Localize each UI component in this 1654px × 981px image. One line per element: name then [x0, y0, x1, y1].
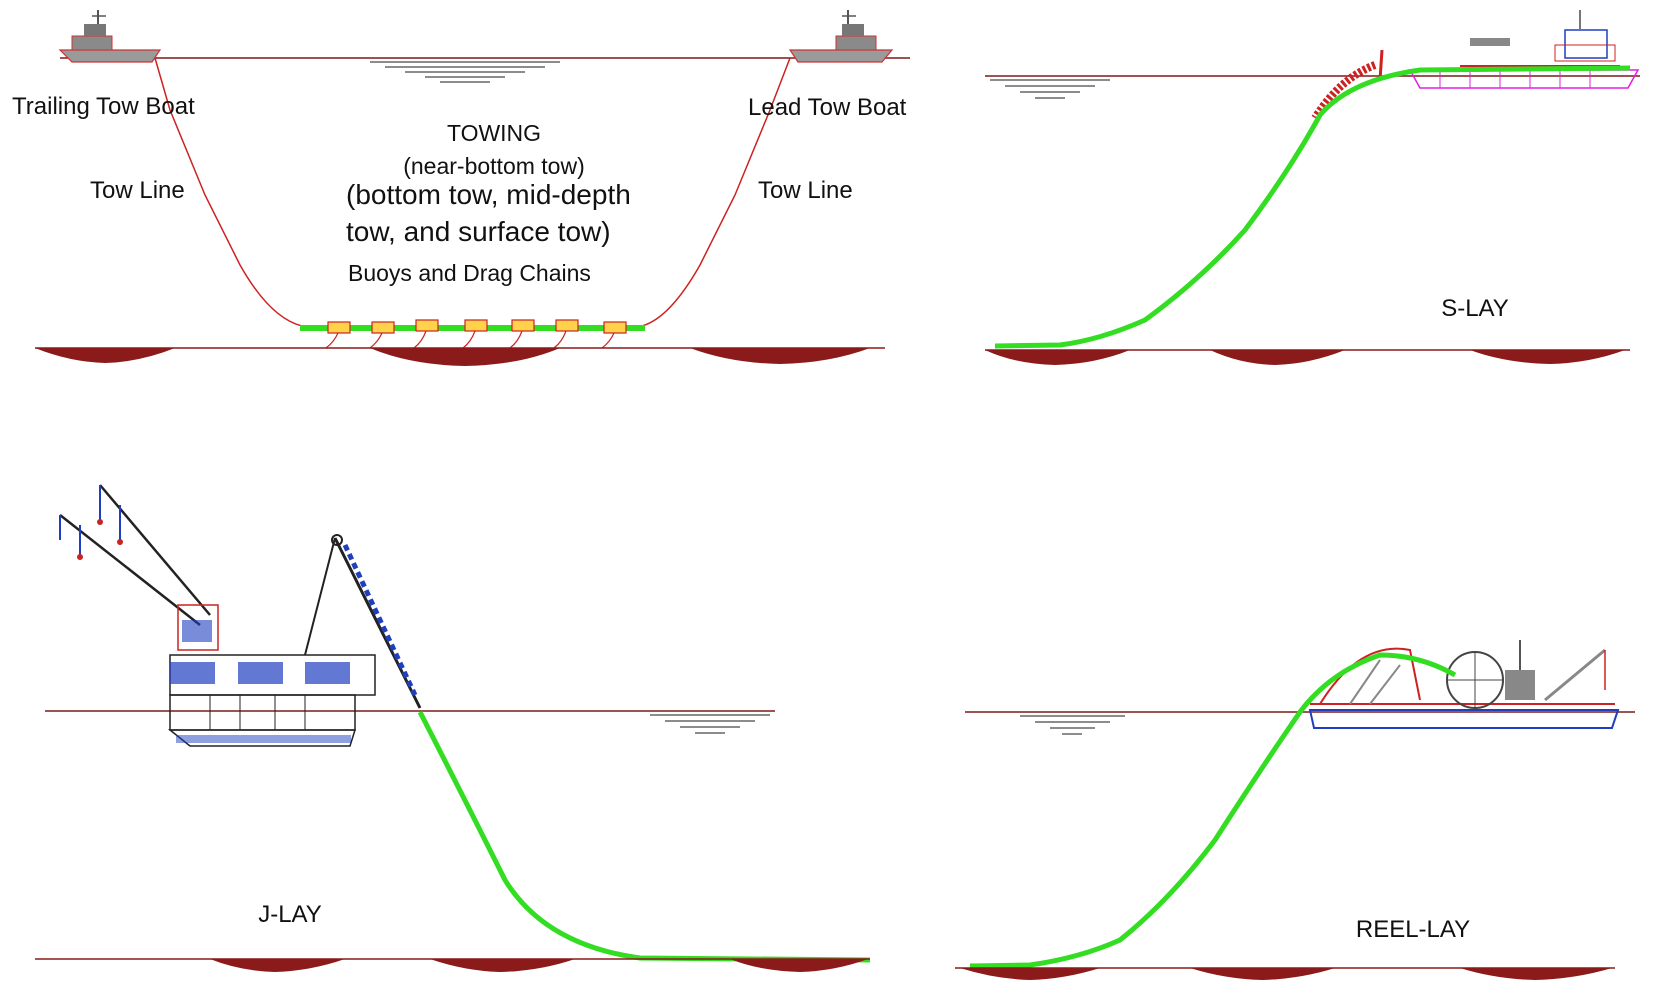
towing-variants-line1: (bottom tow, mid-depth [346, 179, 631, 210]
reellay-vessel [1308, 640, 1620, 729]
towing-panel: Trailing Tow Boat Lead Tow Boat Tow Line… [12, 10, 910, 366]
drag-chains [325, 330, 615, 349]
buoy [511, 319, 535, 332]
buoy [327, 321, 351, 334]
buoy [371, 321, 395, 334]
jlay-vessel [59, 484, 422, 747]
lead-tow-boat [788, 10, 894, 63]
buoy [464, 319, 488, 332]
buoys-label: Buoys and Drag Chains [348, 260, 591, 286]
slay-label: S-LAY [1441, 295, 1509, 322]
jlay-label: J-LAY [258, 901, 322, 928]
slay-seabed-hatch [985, 350, 1625, 365]
towing-subtitle: (near-bottom tow) [403, 153, 585, 179]
slay-vessel [1311, 10, 1640, 121]
reellay-pipeline [969, 652, 1457, 969]
towing-variants-line2: tow, and surface tow) [346, 216, 611, 247]
reellay-label: REEL-LAY [1356, 916, 1470, 943]
trailing-tow-boat-label: Trailing Tow Boat [12, 93, 195, 120]
reellay-seabed-hatch [960, 968, 1612, 980]
trailing-tow-boat [58, 10, 162, 63]
slay-panel: S-LAY [985, 10, 1640, 365]
buoy [555, 319, 579, 332]
tow-line-right-label: Tow Line [758, 177, 853, 204]
towing-seabed-hatch [35, 348, 870, 366]
jlay-seabed-hatch [210, 959, 868, 972]
jlay-wave-mark [650, 714, 770, 734]
towing-title: TOWING [447, 120, 541, 146]
tow-line-right-cable [641, 57, 791, 327]
reellay-wave-mark [1020, 715, 1125, 735]
jlay-pipeline [417, 710, 871, 963]
buoys [327, 319, 627, 334]
buoy [603, 321, 627, 334]
buoy [415, 319, 439, 332]
jlay-panel: J-LAY [35, 484, 871, 972]
tow-line-left-cable [154, 57, 303, 327]
tow-line-left-label: Tow Line [90, 177, 185, 204]
towing-wave-mark [370, 61, 560, 83]
slay-wave-mark [990, 79, 1110, 99]
slay-pipeline [994, 65, 1631, 349]
reellay-panel: REEL-LAY [955, 640, 1635, 980]
jlay-tower [333, 537, 422, 709]
lead-tow-boat-label: Lead Tow Boat [748, 94, 907, 121]
